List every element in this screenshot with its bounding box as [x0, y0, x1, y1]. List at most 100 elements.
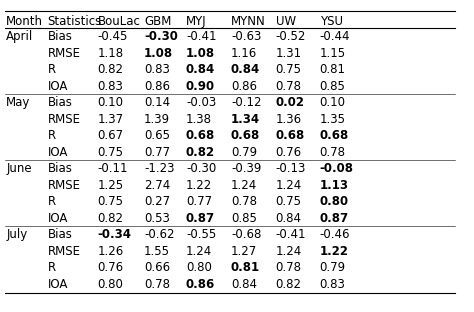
Text: 0.82: 0.82 [98, 63, 124, 76]
Text: Bias: Bias [47, 96, 73, 109]
Text: R: R [47, 63, 55, 76]
Text: 0.14: 0.14 [144, 96, 170, 109]
Text: Statistics: Statistics [47, 15, 102, 28]
Text: -0.11: -0.11 [98, 162, 128, 175]
Text: MYJ: MYJ [186, 15, 207, 28]
Text: 0.83: 0.83 [98, 80, 124, 93]
Text: 0.84: 0.84 [231, 63, 260, 76]
Text: Bias: Bias [47, 228, 73, 241]
Text: 0.68: 0.68 [319, 129, 349, 142]
Text: -0.62: -0.62 [144, 228, 174, 241]
Text: 1.18: 1.18 [98, 47, 124, 60]
Text: 1.26: 1.26 [98, 245, 124, 258]
Text: 1.31: 1.31 [275, 47, 301, 60]
Text: 0.78: 0.78 [275, 261, 301, 275]
Text: -0.12: -0.12 [231, 96, 262, 109]
Text: -0.52: -0.52 [275, 30, 306, 43]
Text: 0.02: 0.02 [275, 96, 305, 109]
Text: R: R [47, 261, 55, 275]
Text: 0.10: 0.10 [98, 96, 124, 109]
Text: 0.76: 0.76 [275, 146, 301, 159]
Text: 0.75: 0.75 [275, 63, 301, 76]
Text: 0.83: 0.83 [144, 63, 170, 76]
Text: IOA: IOA [47, 146, 68, 159]
Text: 0.82: 0.82 [186, 146, 215, 159]
Text: 1.38: 1.38 [186, 113, 212, 126]
Text: 0.82: 0.82 [98, 212, 124, 225]
Text: -0.41: -0.41 [186, 30, 217, 43]
Text: 0.78: 0.78 [275, 80, 301, 93]
Text: YSU: YSU [319, 15, 343, 28]
Text: April: April [6, 30, 33, 43]
Text: MYNN: MYNN [231, 15, 266, 28]
Text: 1.24: 1.24 [186, 245, 212, 258]
Text: 0.87: 0.87 [186, 212, 215, 225]
Text: 0.86: 0.86 [231, 80, 257, 93]
Text: 0.87: 0.87 [319, 212, 349, 225]
Text: -0.46: -0.46 [319, 228, 350, 241]
Text: -0.08: -0.08 [319, 162, 354, 175]
Text: 0.77: 0.77 [186, 195, 212, 208]
Text: RMSE: RMSE [47, 113, 81, 126]
Text: -0.55: -0.55 [186, 228, 216, 241]
Text: -0.68: -0.68 [231, 228, 261, 241]
Text: Bias: Bias [47, 162, 73, 175]
Text: -0.41: -0.41 [275, 228, 306, 241]
Text: 0.80: 0.80 [98, 278, 124, 291]
Text: 0.67: 0.67 [98, 129, 124, 142]
Text: 1.24: 1.24 [275, 179, 302, 192]
Text: 0.68: 0.68 [231, 129, 260, 142]
Text: -0.30: -0.30 [144, 30, 178, 43]
Text: 1.36: 1.36 [275, 113, 301, 126]
Text: 0.84: 0.84 [231, 278, 257, 291]
Text: 0.81: 0.81 [231, 261, 260, 275]
Text: IOA: IOA [47, 212, 68, 225]
Text: -0.44: -0.44 [319, 30, 350, 43]
Text: -0.13: -0.13 [275, 162, 306, 175]
Text: 0.85: 0.85 [231, 212, 257, 225]
Text: 0.10: 0.10 [319, 96, 346, 109]
Text: 0.86: 0.86 [186, 278, 215, 291]
Text: 0.79: 0.79 [319, 261, 346, 275]
Text: 1.16: 1.16 [231, 47, 257, 60]
Text: IOA: IOA [47, 80, 68, 93]
Text: 0.53: 0.53 [144, 212, 170, 225]
Text: IOA: IOA [47, 278, 68, 291]
Text: July: July [6, 228, 27, 241]
Text: 0.66: 0.66 [144, 261, 170, 275]
Text: 0.85: 0.85 [319, 80, 346, 93]
Text: 0.77: 0.77 [144, 146, 170, 159]
Text: 1.22: 1.22 [186, 179, 212, 192]
Text: 0.83: 0.83 [319, 278, 346, 291]
Text: 0.78: 0.78 [231, 195, 257, 208]
Text: 1.24: 1.24 [275, 245, 302, 258]
Text: -0.30: -0.30 [186, 162, 216, 175]
Text: 0.90: 0.90 [186, 80, 215, 93]
Text: 0.75: 0.75 [275, 195, 301, 208]
Text: R: R [47, 195, 55, 208]
Text: 1.37: 1.37 [98, 113, 124, 126]
Text: BouLac: BouLac [98, 15, 140, 28]
Text: 0.79: 0.79 [231, 146, 257, 159]
Text: 1.27: 1.27 [231, 245, 257, 258]
Text: 0.81: 0.81 [319, 63, 346, 76]
Text: 0.75: 0.75 [98, 195, 124, 208]
Text: 1.22: 1.22 [319, 245, 349, 258]
Text: 1.39: 1.39 [144, 113, 170, 126]
Text: 1.08: 1.08 [144, 47, 173, 60]
Text: -0.34: -0.34 [98, 228, 132, 241]
Text: GBM: GBM [144, 15, 172, 28]
Text: -1.23: -1.23 [144, 162, 174, 175]
Text: 0.75: 0.75 [98, 146, 124, 159]
Text: 0.68: 0.68 [186, 129, 215, 142]
Text: Bias: Bias [47, 30, 73, 43]
Text: RMSE: RMSE [47, 179, 81, 192]
Text: 1.24: 1.24 [231, 179, 257, 192]
Text: 0.78: 0.78 [144, 278, 170, 291]
Text: 1.55: 1.55 [144, 245, 170, 258]
Text: 1.08: 1.08 [186, 47, 215, 60]
Text: UW: UW [275, 15, 296, 28]
Text: R: R [47, 129, 55, 142]
Text: 1.15: 1.15 [319, 47, 346, 60]
Text: 0.82: 0.82 [275, 278, 301, 291]
